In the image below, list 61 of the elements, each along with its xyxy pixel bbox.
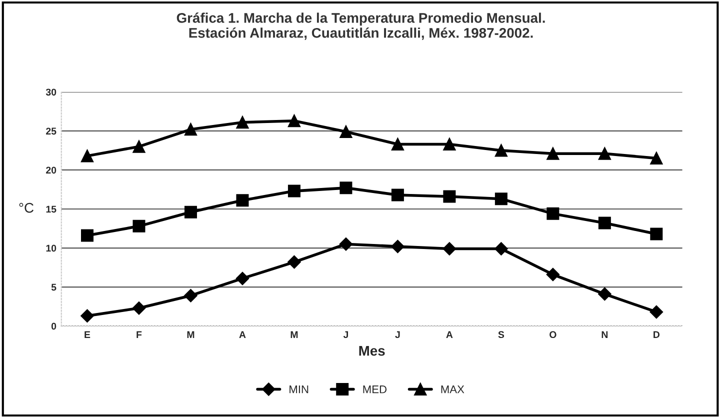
x-tick-label: D [654, 331, 660, 338]
point [340, 182, 352, 194]
x-tick-label: F [136, 331, 142, 338]
point [132, 140, 146, 153]
point [443, 138, 456, 150]
chart-title: Gráfica 1. Marcha de la Temperatura Promedio Mensual. Estación Almaraz, Cuautitlán Izcalli, Méx. 1987-2002. [176, 12, 545, 40]
point [546, 207, 560, 220]
x-tick-label: A [239, 331, 246, 338]
point [184, 123, 197, 136]
y-tick-label: 15 [46, 206, 56, 213]
x-tick-label: J [395, 331, 400, 338]
x-tick-label: N [602, 331, 608, 338]
point [236, 194, 249, 207]
point [339, 238, 353, 251]
point [80, 309, 94, 322]
point [184, 206, 197, 218]
x-tick-label: E [84, 331, 90, 338]
x-tick-label: O [550, 331, 556, 338]
point [391, 138, 404, 150]
x-tick-label: M [187, 331, 194, 338]
point [184, 289, 198, 302]
point [546, 268, 560, 282]
legend-label: MAX [441, 386, 464, 394]
point [546, 147, 560, 160]
point [598, 287, 612, 301]
y-tick-label: 0 [51, 322, 56, 330]
point [80, 150, 94, 162]
point [236, 272, 250, 286]
y-tick-label: 30 [46, 88, 56, 96]
point [598, 147, 611, 160]
y-tick-label: 25 [46, 128, 56, 135]
point [494, 144, 508, 157]
point [494, 242, 508, 256]
x-tick-label: M [290, 331, 298, 338]
point [132, 220, 146, 232]
point [391, 188, 404, 202]
x-tick-label: A [446, 331, 453, 338]
x-axis-title: Mes [359, 346, 385, 356]
y-axis-title: °C [19, 202, 34, 213]
point [650, 228, 663, 240]
point [650, 152, 663, 165]
legend-label: MIN [290, 386, 308, 394]
point [494, 192, 508, 206]
point [442, 242, 456, 256]
y-tick-label: 20 [46, 166, 56, 174]
point [236, 116, 249, 129]
point [288, 114, 300, 128]
point [650, 305, 664, 319]
point [132, 302, 146, 315]
y-tick-label: 10 [46, 244, 56, 252]
y-tick-label: 5 [51, 284, 56, 291]
point [80, 229, 94, 242]
point [443, 190, 456, 203]
x-tick-label: J [343, 331, 348, 338]
legend-label: MED [363, 386, 387, 394]
x-tick-label: S [498, 331, 504, 338]
point [598, 216, 611, 230]
point [288, 255, 301, 269]
point [288, 184, 300, 198]
point [391, 240, 404, 254]
point [340, 126, 352, 138]
